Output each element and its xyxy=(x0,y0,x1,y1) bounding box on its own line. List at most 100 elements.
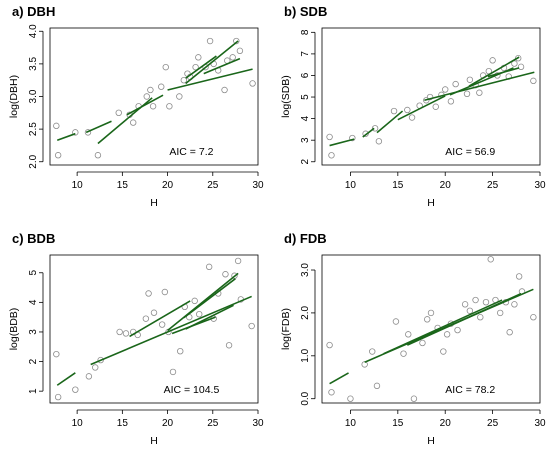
data-point xyxy=(143,93,150,100)
y-tick-label: 2 xyxy=(300,159,311,165)
data-point xyxy=(92,364,99,371)
data-point xyxy=(53,122,60,130)
data-point xyxy=(373,382,381,390)
data-point xyxy=(149,103,157,110)
data-point xyxy=(248,322,255,330)
y-tick-label: 3 xyxy=(300,137,311,143)
data-point xyxy=(410,395,418,402)
data-point xyxy=(440,348,447,355)
data-point xyxy=(506,329,513,336)
data-point xyxy=(400,350,407,357)
data-point xyxy=(426,93,434,101)
x-tick-label: 30 xyxy=(252,418,264,429)
y-tick-label: 6 xyxy=(300,72,311,78)
data-point xyxy=(229,54,236,61)
fit-line xyxy=(376,110,404,134)
x-tick-label: 30 xyxy=(252,180,264,191)
fit-line xyxy=(468,56,520,87)
data-point xyxy=(530,314,537,321)
fit-line xyxy=(203,57,241,75)
fit-line xyxy=(329,372,349,385)
panel-title: b) SDB xyxy=(284,4,327,19)
data-point xyxy=(463,90,471,98)
x-tick-label: 20 xyxy=(440,180,452,191)
data-point xyxy=(158,83,165,90)
data-point xyxy=(443,331,451,338)
fit-line xyxy=(406,292,522,346)
data-point xyxy=(84,129,92,136)
y-tick-label: 8 xyxy=(300,29,311,35)
fit-line xyxy=(126,94,164,116)
data-point xyxy=(476,89,483,96)
data-point xyxy=(54,393,62,401)
data-point xyxy=(349,134,356,142)
x-tick-label: 10 xyxy=(345,418,357,429)
fit-line xyxy=(167,272,239,332)
fit-line xyxy=(171,316,216,335)
data-point xyxy=(192,63,199,71)
y-tick-label: 5 xyxy=(28,270,39,276)
data-point xyxy=(423,97,430,104)
y-axis-label: log(FDB) xyxy=(280,308,292,350)
data-point xyxy=(328,389,335,396)
data-point xyxy=(487,256,494,263)
data-point xyxy=(94,152,102,159)
data-point xyxy=(419,339,426,347)
data-point xyxy=(196,311,203,318)
x-axis-label: H xyxy=(150,197,158,209)
data-point xyxy=(233,37,240,45)
x-tick-label: 15 xyxy=(117,418,129,429)
x-tick-label: 25 xyxy=(487,180,499,191)
data-point xyxy=(169,368,177,376)
x-tick-label: 20 xyxy=(162,180,174,191)
fit-line xyxy=(167,68,253,91)
y-tick-label: 2.0 xyxy=(300,306,311,320)
data-point xyxy=(427,309,435,317)
y-tick-label: 3.5 xyxy=(28,56,39,70)
data-point xyxy=(191,297,198,305)
data-point xyxy=(72,386,79,393)
data-point xyxy=(129,119,137,126)
x-tick-label: 25 xyxy=(207,418,219,429)
fit-line xyxy=(56,132,76,141)
x-tick-label: 25 xyxy=(207,180,219,191)
y-tick-label: 0.0 xyxy=(300,391,311,405)
y-tick-label: 2.0 xyxy=(28,154,39,168)
data-point xyxy=(477,314,484,321)
data-point xyxy=(54,152,62,159)
data-point xyxy=(147,86,154,94)
data-point xyxy=(517,63,525,71)
panel-dbh: a) DBH 10 15 20 25 30 2.0 2.5 3.0 3.5 4.0 Hlog(DBH)… xyxy=(8,4,264,209)
fit-line xyxy=(183,278,236,319)
data-point xyxy=(472,296,479,304)
data-point xyxy=(390,107,398,115)
data-point xyxy=(72,129,79,136)
fit-line xyxy=(329,138,355,147)
data-point xyxy=(161,288,169,296)
fit-line xyxy=(85,120,112,134)
y-tick-label: 7 xyxy=(300,51,311,57)
data-point xyxy=(466,76,474,83)
x-tick-label: 30 xyxy=(534,418,546,429)
fit-line xyxy=(185,55,217,79)
data-point xyxy=(454,326,461,334)
data-point xyxy=(328,152,335,159)
panel-title: d) FDB xyxy=(284,231,327,246)
y-tick-label: 5 xyxy=(300,94,311,100)
data-point xyxy=(205,263,213,271)
fit-line xyxy=(487,67,520,78)
data-point xyxy=(180,76,188,84)
y-tick-label: 4.0 xyxy=(28,24,39,38)
data-point xyxy=(511,301,518,308)
data-point xyxy=(85,373,93,380)
data-point xyxy=(362,130,369,137)
y-axis-label: log(DBH) xyxy=(8,75,20,118)
data-point xyxy=(166,103,173,110)
y-axis-label: log(SDB) xyxy=(280,75,292,118)
data-point xyxy=(142,315,150,322)
data-point xyxy=(530,77,537,85)
data-point xyxy=(145,290,152,297)
data-point xyxy=(447,98,455,105)
